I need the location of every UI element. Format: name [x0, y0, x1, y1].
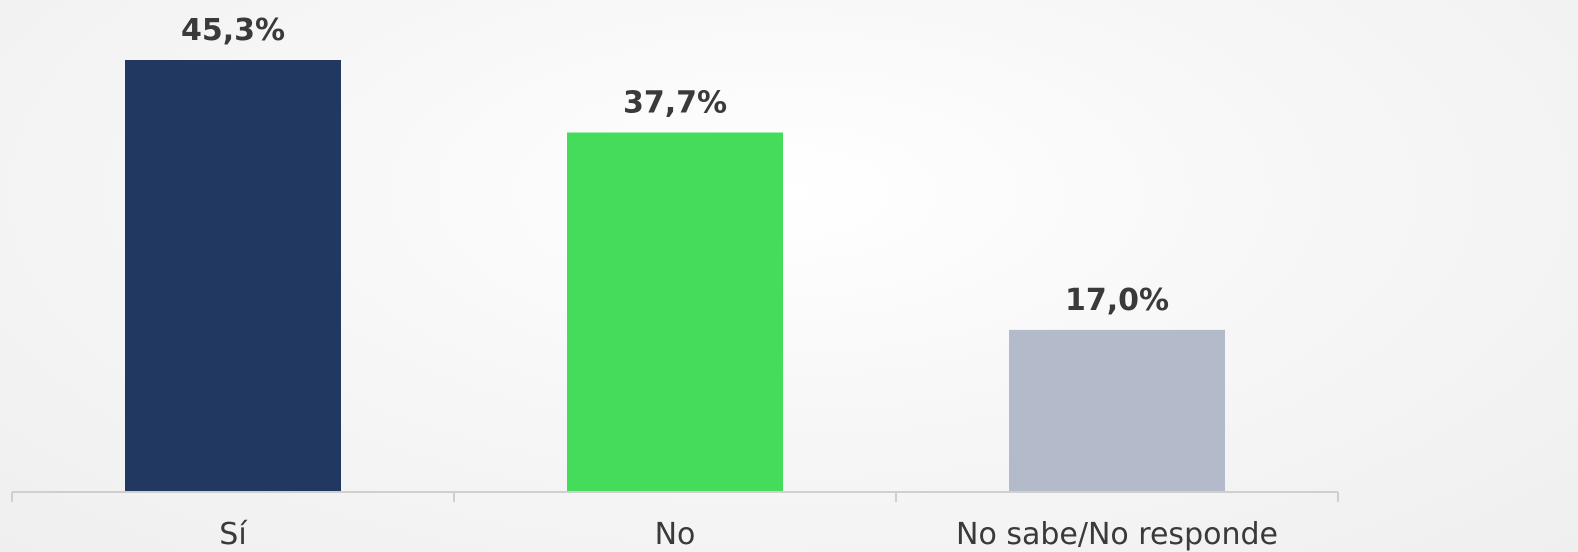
category-labels-group: Sí No No sabe/No responde [219, 517, 1278, 552]
value-label-no: 37,7% [623, 86, 727, 121]
category-label-no-sabe-no-responde: No sabe/No responde [956, 517, 1278, 552]
bar-si [125, 60, 341, 492]
bars-group [125, 60, 1225, 492]
x-axis-ticks-group [11, 492, 1339, 502]
value-labels-group: 45,3% 37,7% 17,0% [181, 13, 1169, 318]
bar-no [567, 132, 783, 492]
category-label-si: Sí [219, 517, 248, 552]
category-label-no: No [655, 517, 696, 552]
value-label-si: 45,3% [181, 13, 285, 48]
value-label-no-sabe-no-responde: 17,0% [1065, 283, 1169, 318]
bar-no-sabe-no-responde [1009, 329, 1225, 492]
